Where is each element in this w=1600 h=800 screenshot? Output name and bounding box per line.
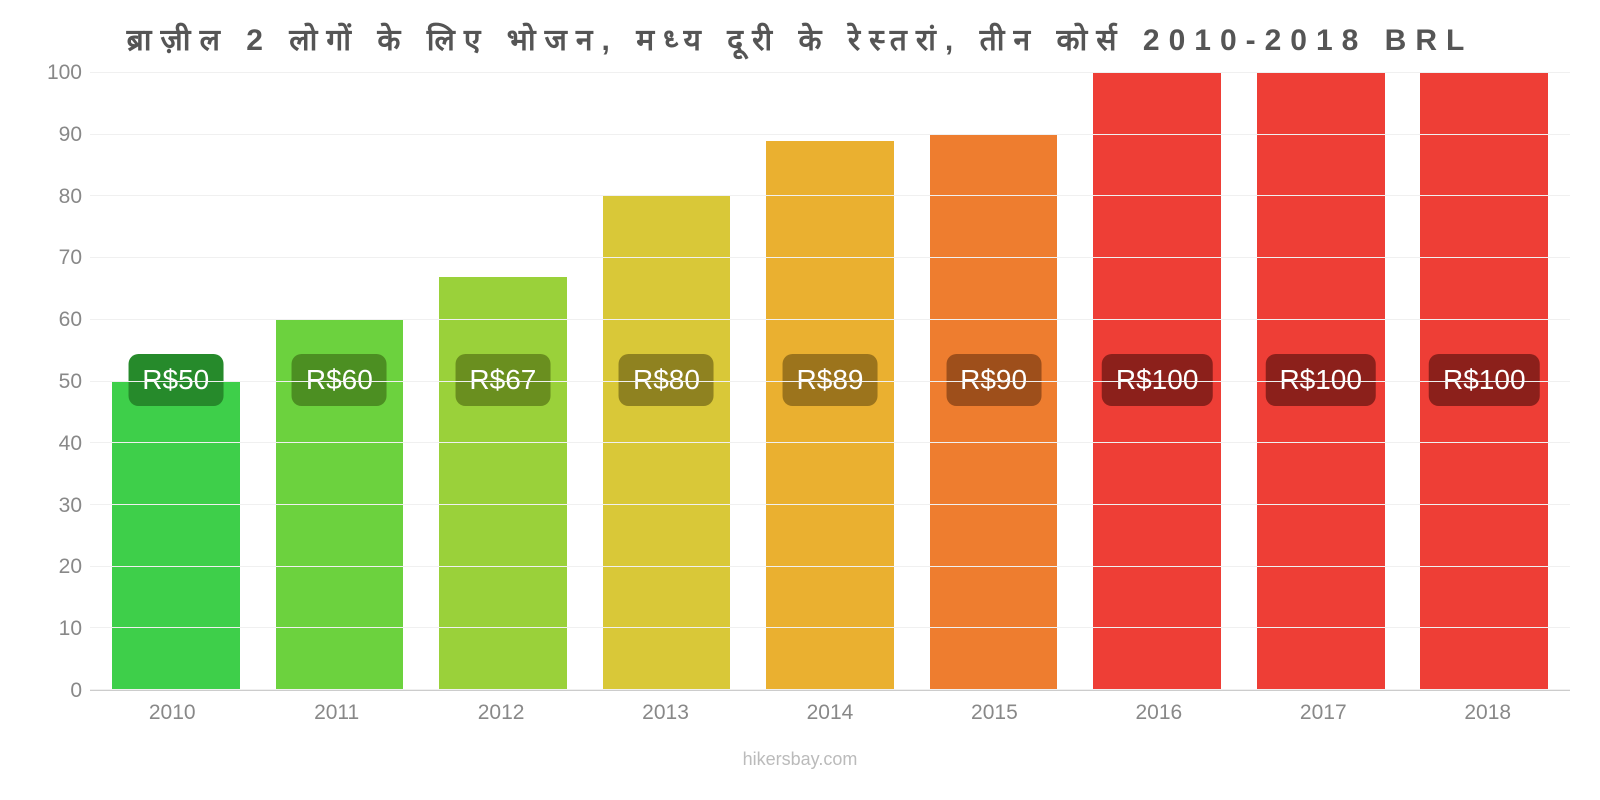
bar-column: R$100 <box>1239 73 1403 690</box>
bars-container: R$50 R$60R$67R$80 R$89 R$90 R$100 R$100 R$100 <box>90 73 1570 690</box>
bar-value-badge: R$50 <box>128 354 223 406</box>
y-tick-label: 60 <box>59 308 82 332</box>
x-tick-label: 2010 <box>90 691 254 747</box>
gridline <box>90 319 1570 320</box>
x-tick-label: 2015 <box>912 691 1076 747</box>
chart-title: ब्राज़ील 2 लोगों के लिए भोजन, मध्य दूरी … <box>30 10 1570 73</box>
y-axis: 0102030405060708090100 <box>30 73 90 691</box>
gridline <box>90 689 1570 690</box>
gridline <box>90 257 1570 258</box>
bar-column: R$90 <box>912 73 1076 690</box>
gridline <box>90 381 1570 382</box>
source-label: hikersbay.com <box>30 747 1570 770</box>
y-tick-label: 40 <box>59 432 82 456</box>
bar-column: R$80 <box>585 73 749 690</box>
gridline <box>90 566 1570 567</box>
bar-column: R$89 <box>748 73 912 690</box>
x-tick-label: 2017 <box>1241 691 1405 747</box>
plot-area: 0102030405060708090100 R$50R$60R$67R$80R… <box>30 73 1570 691</box>
x-axis: 201020112012201320142015201620172018 <box>30 691 1570 747</box>
bar-column: R$100 <box>1403 73 1567 690</box>
y-tick-label: 10 <box>59 617 82 641</box>
bar: R$89 <box>766 141 894 690</box>
bar: R$80 <box>603 196 731 690</box>
x-tick-label: 2014 <box>748 691 912 747</box>
gridline <box>90 72 1570 73</box>
x-tick-label: 2016 <box>1077 691 1241 747</box>
bar: R$60 <box>276 320 404 690</box>
bar: R$100 <box>1420 73 1548 690</box>
y-tick-label: 50 <box>59 370 82 394</box>
y-tick-label: 70 <box>59 246 82 270</box>
x-tick-label: 2013 <box>583 691 747 747</box>
bar-column: R$60 <box>258 73 422 690</box>
bar: R$90 <box>930 135 1058 690</box>
x-tick-label: 2012 <box>419 691 583 747</box>
y-tick-label: 80 <box>59 185 82 209</box>
gridline <box>90 134 1570 135</box>
y-tick-label: 0 <box>70 679 82 703</box>
bar-value-badge: R$100 <box>1265 354 1376 406</box>
bar: R$50 <box>112 382 240 691</box>
plot-inner: R$50 R$60R$67R$80 R$89 R$90 R$100 R$100 R$100 <box>90 73 1570 691</box>
gridline <box>90 504 1570 505</box>
x-tick-label: 2011 <box>254 691 418 747</box>
gridline <box>90 442 1570 443</box>
bar: R$100 <box>1093 73 1221 690</box>
gridline <box>90 627 1570 628</box>
bar-chart: ब्राज़ील 2 लोगों के लिए भोजन, मध्य दूरी … <box>0 0 1600 800</box>
bar-value-badge: R$100 <box>1429 354 1540 406</box>
y-tick-label: 30 <box>59 494 82 518</box>
gridline <box>90 195 1570 196</box>
bar-column: R$67 <box>421 73 585 690</box>
x-tick-label: 2018 <box>1406 691 1570 747</box>
y-tick-label: 20 <box>59 555 82 579</box>
y-tick-label: 90 <box>59 123 82 147</box>
bar: R$100 <box>1257 73 1385 690</box>
bar-value-badge: R$100 <box>1102 354 1213 406</box>
bar-column: R$100 <box>1075 73 1239 690</box>
bar-column: R$50 <box>94 73 258 690</box>
y-tick-label: 100 <box>47 61 82 85</box>
